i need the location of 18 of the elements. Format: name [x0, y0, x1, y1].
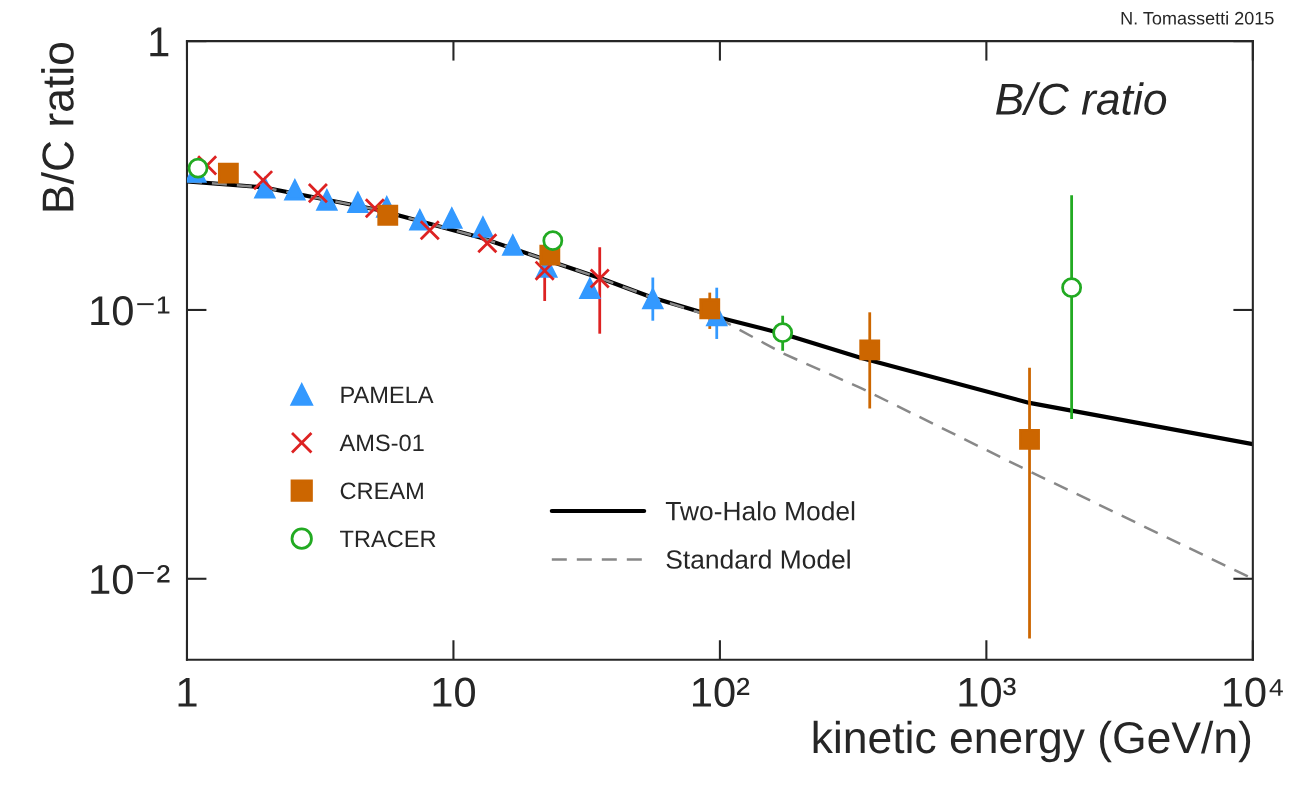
legend-label: CREAM [340, 482, 423, 500]
legend-label: Two-Halo Model [665, 501, 855, 521]
y-tick-label: 1 [150, 27, 169, 57]
y-axis-title: B/C ratio [41, 42, 74, 211]
legend-label: TRACER [340, 530, 436, 548]
x-tick-label: 10 [433, 677, 475, 707]
legend-label: PAMELA [341, 386, 434, 403]
x-tick-label: 1 [178, 677, 197, 707]
text: N. Tomassetti 2015 [1121, 11, 1274, 25]
x-tick-label: 10⁴ [1223, 677, 1283, 707]
text: B/C ratio [996, 82, 1167, 115]
x-axis-title: kinetic energy (GeV/n) [813, 720, 1251, 763]
legend-label: Standard Model [666, 549, 850, 569]
x-tick-label: 10³ [959, 677, 1016, 707]
y-tick-label: 10⁻¹ [91, 295, 170, 326]
legend-label: AMS-01 [339, 434, 424, 452]
y-tick-label: 10⁻² [91, 564, 170, 595]
x-tick-label: 10² [692, 677, 750, 707]
